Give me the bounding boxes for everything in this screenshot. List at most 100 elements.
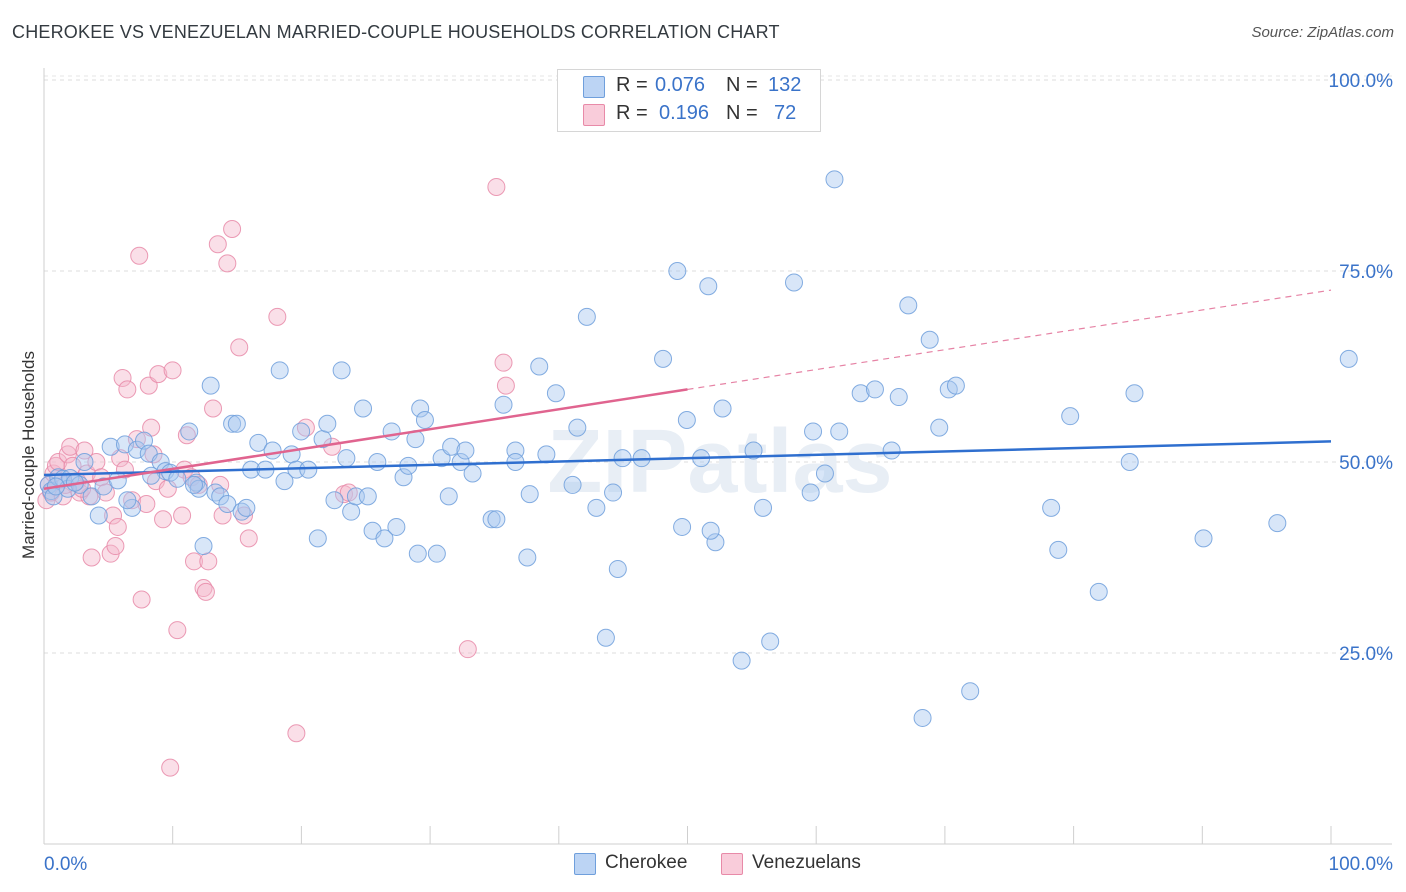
cherokee-point bbox=[82, 487, 101, 506]
cherokee-point bbox=[227, 414, 246, 433]
venezuelans-point bbox=[287, 724, 306, 743]
cherokee-point bbox=[537, 445, 556, 464]
cherokee-point bbox=[184, 475, 203, 494]
venezuelans-point bbox=[58, 445, 77, 464]
cherokee-point bbox=[1339, 349, 1358, 368]
venezuelans-swatch bbox=[583, 104, 605, 126]
cherokee-point bbox=[201, 376, 220, 395]
cherokee-point bbox=[830, 422, 849, 441]
venezuelans-point bbox=[182, 468, 201, 487]
cherokee-point bbox=[442, 437, 461, 456]
cherokee-point bbox=[494, 395, 513, 414]
gridlines bbox=[44, 75, 1392, 654]
cherokee-point bbox=[354, 399, 373, 418]
legend-row-cherokee: R = 0.076 N = 132 bbox=[583, 74, 823, 98]
venezuelans-point bbox=[113, 368, 132, 387]
venezuelans-point bbox=[132, 590, 151, 609]
venezuelans-n-value: 72 bbox=[774, 102, 797, 124]
cherokee-point bbox=[961, 682, 980, 701]
cherokee-point bbox=[1120, 453, 1139, 471]
cherokee-point bbox=[249, 433, 268, 452]
cherokee-point bbox=[677, 410, 696, 429]
venezuelans-point bbox=[213, 506, 232, 525]
cherokee-point bbox=[668, 262, 687, 280]
venezuelans-point bbox=[189, 475, 208, 494]
cherokee-point bbox=[194, 537, 213, 556]
venezuelans-point bbox=[184, 552, 203, 571]
venezuelans-point bbox=[223, 219, 242, 238]
venezuelans-legend-swatch bbox=[721, 853, 743, 875]
cherokee-n-label: N = bbox=[726, 74, 758, 96]
cherokee-point bbox=[654, 349, 673, 368]
x-tick-label: 0.0% bbox=[44, 854, 87, 875]
cherokee-point bbox=[613, 449, 632, 468]
cherokee-point bbox=[263, 441, 282, 460]
venezuelans-r-value: 0.196 bbox=[659, 102, 710, 124]
cherokee-point bbox=[387, 517, 406, 536]
cherokee-point bbox=[577, 307, 596, 326]
cherokee-point bbox=[408, 544, 427, 563]
cherokee-point bbox=[1089, 582, 1108, 601]
venezuelans-point bbox=[173, 506, 192, 525]
cherokee-point bbox=[332, 361, 351, 380]
venezuelans-point bbox=[108, 517, 127, 536]
cherokee-point bbox=[292, 422, 311, 441]
cherokee-point bbox=[784, 273, 803, 292]
chart-title: CHEROKEE VS VENEZUELAN MARRIED-COUPLE HO… bbox=[12, 22, 780, 42]
cherokee-point bbox=[368, 453, 387, 471]
cherokee-point bbox=[920, 330, 939, 349]
cherokee-point bbox=[546, 384, 565, 403]
cherokee-point bbox=[865, 380, 884, 399]
cherokee-point bbox=[804, 422, 823, 441]
y-tick-label: 75.0% bbox=[1339, 262, 1393, 283]
venezuelans-legend-label: Venezuelans bbox=[752, 852, 861, 873]
cherokee-point bbox=[761, 632, 780, 651]
cherokee-point bbox=[596, 628, 615, 647]
y-tick-label: 100.0% bbox=[1329, 71, 1394, 92]
cherokee-point bbox=[1194, 529, 1213, 548]
cherokee-point bbox=[732, 651, 751, 670]
cherokee-point bbox=[530, 357, 549, 376]
venezuelans-point bbox=[61, 437, 80, 456]
cherokee-point bbox=[889, 388, 908, 407]
cherokee-point bbox=[930, 418, 949, 437]
cherokee-point bbox=[308, 529, 327, 548]
cherokee-point bbox=[699, 277, 718, 296]
cherokee-point bbox=[275, 472, 294, 491]
cherokee-r-value: 0.076 bbox=[655, 74, 706, 96]
cherokee-point bbox=[337, 449, 356, 468]
cherokee-point bbox=[744, 441, 763, 460]
cherokee-point bbox=[604, 483, 623, 502]
cherokee-swatch bbox=[583, 76, 605, 98]
cherokee-legend-label: Cherokee bbox=[605, 852, 688, 873]
venezuelans-point bbox=[144, 445, 163, 464]
venezuelans-point bbox=[49, 453, 68, 471]
venezuelans-n-label: N = bbox=[726, 102, 758, 124]
cherokee-point bbox=[946, 376, 965, 395]
axes bbox=[43, 68, 1392, 845]
venezuelans-point bbox=[82, 548, 101, 567]
venezuelans-point bbox=[204, 399, 223, 418]
cherokee-point bbox=[456, 441, 475, 460]
venezuelans-point bbox=[494, 353, 513, 372]
cherokee-point bbox=[482, 510, 501, 529]
trend-lines bbox=[43, 289, 1332, 490]
y-axis-label: Married-couple Households bbox=[19, 351, 38, 559]
cherokee-point bbox=[706, 533, 725, 552]
venezuelans-point bbox=[230, 338, 249, 357]
cherokee-point bbox=[375, 529, 394, 548]
venezuelans-point bbox=[137, 495, 156, 514]
cherokee-point bbox=[754, 498, 773, 517]
cherokee-point bbox=[882, 441, 901, 460]
cherokee-point bbox=[520, 485, 539, 504]
venezuelans-points bbox=[37, 177, 515, 777]
cherokee-point bbox=[899, 296, 918, 315]
cherokee-point bbox=[382, 422, 401, 441]
venezuelans-r-label: R = bbox=[616, 102, 648, 124]
cherokee-point bbox=[394, 468, 413, 487]
venezuelans-point bbox=[496, 376, 515, 395]
cherokee-point bbox=[427, 544, 446, 563]
tick-labels: 25.0% 50.0% 75.0% 100.0% 0.0% 100.0% bbox=[44, 71, 1393, 875]
cherokee-point bbox=[608, 559, 627, 578]
